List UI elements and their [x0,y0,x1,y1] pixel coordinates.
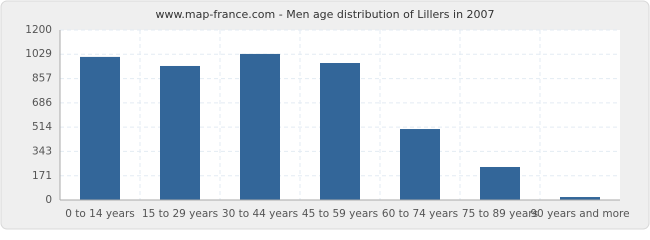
x-tick-label: 30 to 44 years [222,208,298,220]
y-tick-label: 857 [32,73,52,85]
y-tick-label: 686 [32,97,52,109]
chart-title: www.map-france.com - Men age distributio… [155,8,494,21]
y-tick-label: 1200 [25,24,52,36]
y-tick-label: 171 [32,170,52,182]
bar [160,65,200,200]
x-tick-label: 60 to 74 years [382,208,458,220]
x-tick-label: 15 to 29 years [142,208,218,220]
x-tick-label: 75 to 89 years [462,208,538,220]
chart: www.map-france.com - Men age distributio… [0,0,650,230]
x-tick-label: 90 years and more [530,208,629,220]
bar [320,63,360,201]
bar [80,56,120,200]
bar [400,129,440,200]
y-tick-label: 343 [32,145,52,157]
y-tick-label: 1029 [25,48,52,60]
bar [480,166,520,200]
y-tick-label: 514 [32,121,52,133]
y-tick-label: 0 [45,194,52,206]
x-tick-label: 45 to 59 years [302,208,378,220]
x-tick-label: 0 to 14 years [65,208,135,220]
bar [560,197,600,200]
bar [240,53,280,200]
